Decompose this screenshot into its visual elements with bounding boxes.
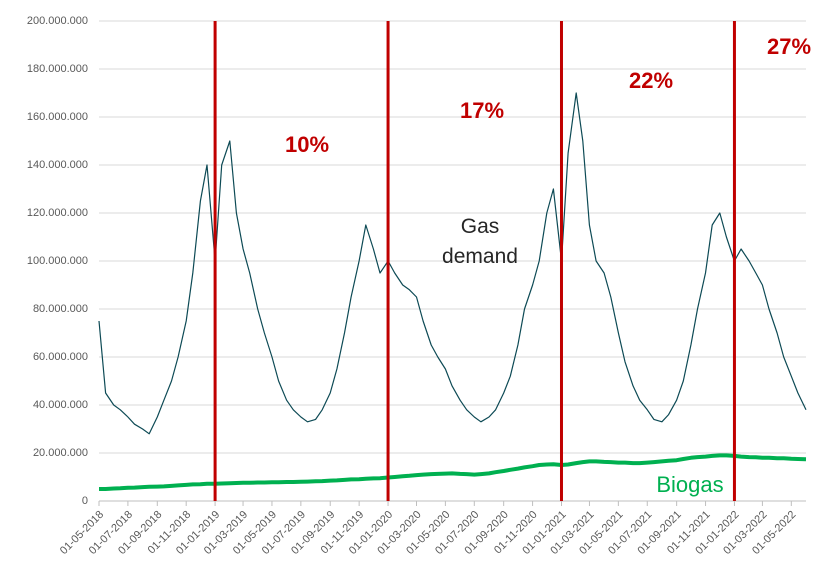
biogas-label: Biogas [656, 472, 724, 497]
y-tick-label: 80.000.000 [33, 303, 88, 315]
y-tick-label: 60.000.000 [33, 351, 88, 363]
gas-label: Gas demand [442, 215, 518, 268]
y-tick-label: 40.000.000 [33, 399, 88, 411]
series-line [98, 92, 807, 435]
y-tick-label: 120.000.000 [27, 207, 88, 219]
y-tick-label: 200.000.000 [27, 15, 88, 27]
y-tick-label: 140.000.000 [27, 159, 88, 171]
y-tick-label: 100.000.000 [27, 255, 88, 267]
y-tick-label: 20.000.000 [33, 447, 88, 459]
share-annotation: 27% [767, 34, 811, 59]
share-annotation: 17% [460, 98, 504, 123]
share-annotation: 22% [629, 68, 673, 93]
share-annotation: 10% [285, 132, 329, 157]
y-tick-label: 180.000.000 [27, 63, 88, 75]
series-line [99, 453, 807, 491]
y-tick-label: 160.000.000 [27, 111, 88, 123]
y-tick-label: 0 [82, 495, 88, 507]
